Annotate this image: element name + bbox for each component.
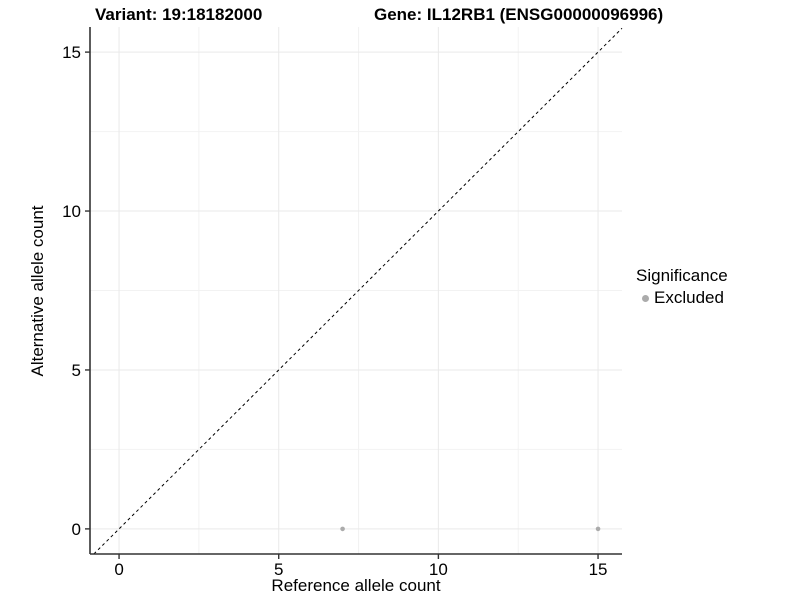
svg-text:0: 0 bbox=[114, 560, 123, 579]
legend-item-label: Excluded bbox=[654, 288, 724, 307]
legend-title: Significance bbox=[636, 266, 728, 285]
svg-text:5: 5 bbox=[274, 560, 283, 579]
svg-text:10: 10 bbox=[62, 202, 81, 221]
svg-text:10: 10 bbox=[429, 560, 448, 579]
legend-point-icon bbox=[642, 294, 649, 302]
legend-item-excluded: Excluded bbox=[642, 288, 728, 308]
plot-title-gene: Gene: IL12RB1 (ENSG00000096996) bbox=[374, 5, 664, 24]
svg-text:15: 15 bbox=[589, 560, 608, 579]
plot-title-variant: Variant: 19:18182000 bbox=[95, 5, 263, 24]
legend: Significance Excluded bbox=[636, 266, 728, 308]
x-axis-label: Reference allele count bbox=[271, 576, 441, 595]
y-axis-label: Alternative allele count bbox=[28, 205, 47, 377]
svg-text:15: 15 bbox=[62, 43, 81, 62]
svg-text:5: 5 bbox=[72, 361, 81, 380]
svg-text:0: 0 bbox=[72, 520, 81, 539]
